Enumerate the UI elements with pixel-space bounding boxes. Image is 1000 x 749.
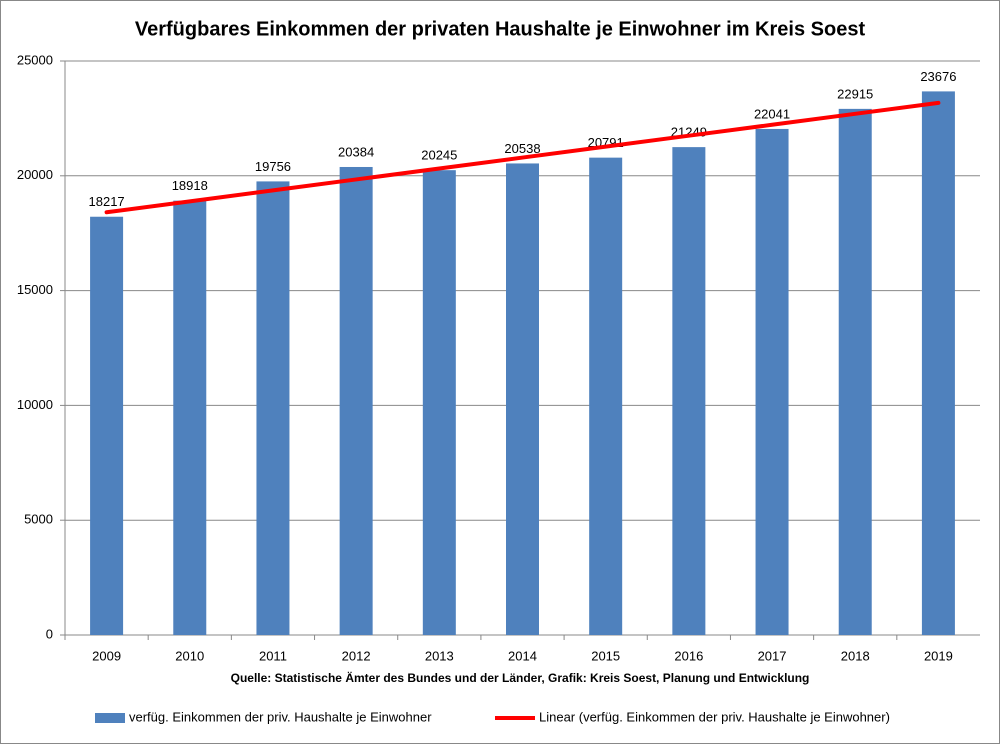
trend-line xyxy=(104,100,941,215)
data-label: 23676 xyxy=(920,69,956,84)
data-label: 18918 xyxy=(172,178,208,193)
y-tick-label: 10000 xyxy=(17,397,53,412)
bar xyxy=(90,216,124,636)
y-tick-label: 0 xyxy=(46,626,53,641)
data-label: 22041 xyxy=(754,106,790,121)
x-tick-label: 2018 xyxy=(841,648,870,663)
bar xyxy=(589,157,623,635)
data-label: 20245 xyxy=(421,148,457,163)
data-label: 18217 xyxy=(89,194,125,209)
data-label: 20384 xyxy=(338,144,374,159)
x-tick-label: 2013 xyxy=(425,648,454,663)
bar xyxy=(672,147,706,635)
x-tick-label: 2019 xyxy=(924,648,953,663)
bar xyxy=(256,181,290,636)
x-tick-label: 2014 xyxy=(508,648,537,663)
x-tick-label: 2010 xyxy=(175,648,204,663)
bar xyxy=(339,166,373,636)
data-label: 20538 xyxy=(504,141,540,156)
bar xyxy=(755,128,789,635)
y-tick-label: 15000 xyxy=(17,282,53,297)
legend-swatch xyxy=(95,713,125,723)
y-tick-label: 5000 xyxy=(24,512,53,527)
x-tick-label: 2012 xyxy=(342,648,371,663)
y-tick-label: 25000 xyxy=(17,52,53,67)
data-label: 19756 xyxy=(255,159,291,174)
legend-label: Linear (verfüg. Einkommen der priv. Haus… xyxy=(539,709,890,724)
bar xyxy=(422,170,456,635)
bar xyxy=(838,108,872,636)
chart-title: Verfügbares Einkommen der privaten Haush… xyxy=(135,18,866,40)
x-tick-label: 2016 xyxy=(674,648,703,663)
bar xyxy=(506,163,539,636)
x-tick-label: 2015 xyxy=(591,648,620,663)
x-tick-label: 2017 xyxy=(758,648,787,663)
source-note: Quelle: Statistische Ämter des Bundes un… xyxy=(231,670,810,685)
y-tick-label: 20000 xyxy=(17,167,53,182)
x-tick-label: 2009 xyxy=(92,648,121,663)
bar xyxy=(921,91,955,635)
legend-label: verfüg. Einkommen der priv. Haushalte je… xyxy=(129,709,432,724)
x-tick-label: 2011 xyxy=(259,648,287,663)
data-label: 22915 xyxy=(837,86,873,101)
bar xyxy=(173,200,207,636)
